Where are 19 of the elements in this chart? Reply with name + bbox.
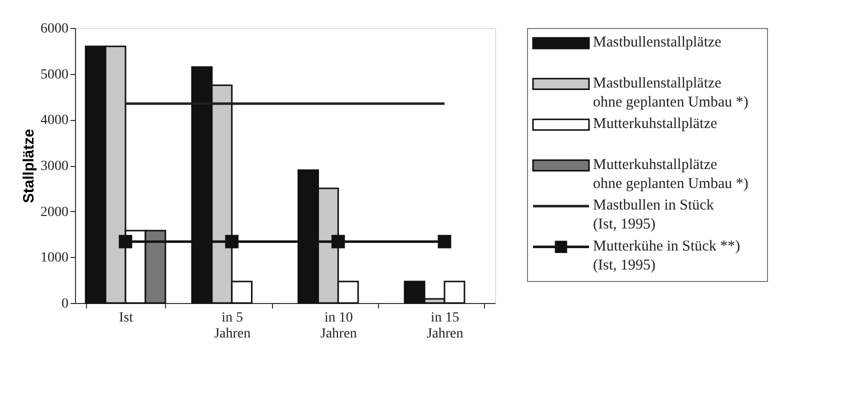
legend-label: Mutterkuhstallplätze — [593, 156, 718, 173]
y-tick-label: 3000 — [40, 159, 68, 174]
y-tick-label: 4000 — [40, 113, 68, 128]
x-tick-label: in 5 Jahren — [214, 310, 251, 342]
x-tick-label: in 15 Jahren — [426, 310, 464, 342]
y-tick-label: 2000 — [40, 204, 68, 220]
y-tick-label: 6000 — [40, 22, 68, 36]
legend-label: Mastbullenstallplätze ohne geplanten Umbau *) — [593, 75, 748, 110]
legend-label: Mutterkühe in Stück **) (Ist, 1995) — [593, 238, 740, 274]
legend-label: Mastbullenstallplätze — [593, 34, 722, 51]
text: ohne geplanten Umbau *) — [593, 176, 748, 192]
y-tick-label: 0 — [62, 296, 68, 312]
x-tick-label: Ist — [119, 310, 134, 326]
x-tick-label: in 10 Jahren — [320, 310, 357, 342]
text: Mutterkuhstallplätze — [593, 116, 718, 132]
y-tick-label: 5000 — [40, 67, 68, 82]
y-axis-title: Stallplätze — [20, 128, 38, 204]
y-tick-label: 1000 — [40, 250, 68, 266]
legend-label: Mastbullen in Stück (Ist, 1995) — [593, 198, 714, 233]
